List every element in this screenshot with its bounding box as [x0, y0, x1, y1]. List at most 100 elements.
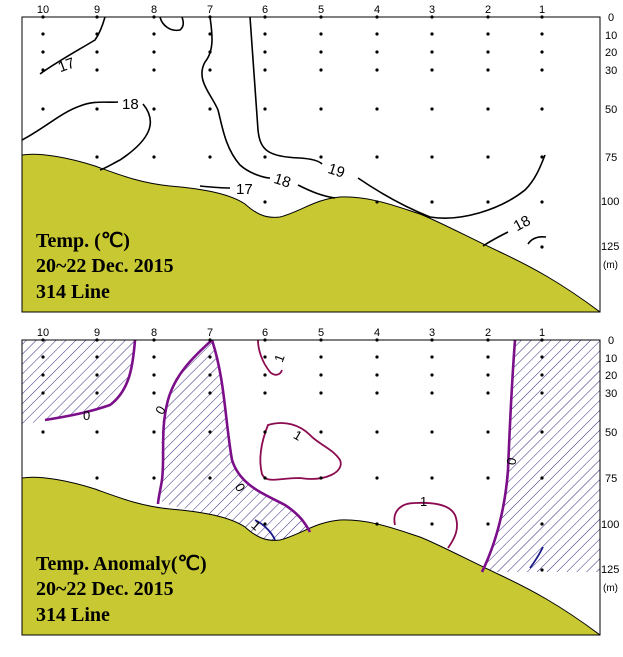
station-dot: [263, 155, 267, 159]
station-dot: [41, 32, 45, 36]
station-dot: [263, 522, 267, 526]
station-dot: [430, 373, 434, 377]
contour-19-main: [249, 17, 323, 165]
station-dot: [319, 68, 323, 72]
station-dot: [263, 391, 267, 395]
station-dot: [41, 355, 45, 359]
station-dot: [375, 391, 379, 395]
seabed-bottom: [22, 476, 600, 635]
station-dot: [486, 107, 490, 111]
station-dot: [152, 391, 156, 395]
depth-label: 10: [605, 30, 617, 42]
station-label: 7: [207, 327, 213, 339]
contour-18-main: [201, 17, 271, 179]
station-dot: [152, 155, 156, 159]
depth-label: 50: [605, 104, 617, 116]
station-dot: [208, 430, 212, 434]
station-dot: [319, 107, 323, 111]
anomaly-panel: 10 9 8 7 6 5 4 3 2 1 0 10 20 30 50 75 10…: [21, 327, 619, 636]
station-dot: [319, 50, 323, 54]
contour-label: 1: [291, 427, 305, 444]
station-dot: [486, 155, 490, 159]
station-dot: [263, 107, 267, 111]
station-dot: [375, 155, 379, 159]
station-dot: [95, 32, 99, 36]
station-dot: [95, 107, 99, 111]
contour-label: 17: [236, 181, 253, 198]
station-dot: [263, 476, 267, 480]
station-dot: [41, 68, 45, 72]
contour-label: 1: [420, 494, 427, 509]
station-dot: [430, 430, 434, 434]
station-dot: [152, 32, 156, 36]
panel-title-line3: 314 Line: [36, 281, 110, 303]
station-dot: [540, 68, 544, 72]
station-dot: [41, 107, 45, 111]
depth-label: 0: [608, 12, 614, 24]
station-dot: [375, 476, 379, 480]
depth-unit: (m): [603, 260, 618, 271]
contour-label: 0: [83, 408, 90, 423]
station-dot: [319, 155, 323, 159]
station-dot: [430, 107, 434, 111]
depth-axis-top: 0 10 20 30 50 75 100 125 (m): [601, 12, 619, 271]
depth-label: 30: [605, 388, 617, 400]
contour-one-right: [393, 501, 458, 549]
station-label: 4: [374, 327, 380, 339]
depth-label: 10: [605, 353, 617, 365]
station-dot: [375, 107, 379, 111]
contour-19-right: [357, 154, 546, 219]
contour-18-mid: [99, 103, 152, 171]
contour-17-bottom: [199, 185, 231, 189]
depth-label: 0: [608, 335, 614, 347]
depth-label: 50: [605, 427, 617, 439]
panel-frame-top: [21, 16, 601, 313]
station-dot: [263, 68, 267, 72]
station-dot: [263, 50, 267, 54]
station-dot: [208, 155, 212, 159]
contour-label: 17: [56, 55, 77, 77]
station-dot: [375, 68, 379, 72]
station-dot: [486, 476, 490, 480]
contour-label: 18: [272, 170, 293, 191]
station-label: 1: [539, 4, 545, 16]
station-dot: [208, 32, 212, 36]
station-label: 5: [318, 327, 324, 339]
station-dot: [95, 476, 99, 480]
station-dot: [375, 50, 379, 54]
station-label: 8: [151, 327, 157, 339]
station-dot: [486, 430, 490, 434]
station-dot: [208, 373, 212, 377]
panel-title-line2: 20~22 Dec. 2015: [36, 578, 174, 600]
contour-17-left: [39, 17, 106, 75]
station-dot: [486, 32, 490, 36]
station-dot: [319, 391, 323, 395]
depth-label: 100: [601, 196, 619, 208]
station-dot: [41, 391, 45, 395]
station-label: 3: [429, 327, 435, 339]
station-dot: [375, 200, 379, 204]
contour-18-bottom: [297, 184, 336, 199]
station-dot: [152, 373, 156, 377]
station-dot: [430, 476, 434, 480]
depth-axis-bottom: 0 10 20 30 50 75 100 125 (m): [601, 335, 619, 594]
station-dot: [208, 68, 212, 72]
station-label: 4: [374, 4, 380, 16]
station-dot: [95, 355, 99, 359]
contour-top-small: [159, 17, 185, 32]
station-dot: [41, 50, 45, 54]
station-label: 2: [485, 4, 491, 16]
contour-right-arc: [527, 235, 547, 245]
station-dot: [486, 391, 490, 395]
station-dot: [375, 430, 379, 434]
station-dot: [540, 32, 544, 36]
panel-title-line3: 314 Line: [36, 604, 110, 626]
station-dot: [152, 476, 156, 480]
contour-one-top: [257, 340, 283, 376]
station-dot: [319, 32, 323, 36]
station-dot: [263, 355, 267, 359]
station-dot: [95, 68, 99, 72]
station-label: 10: [37, 4, 49, 16]
station-label: 7: [207, 4, 213, 16]
